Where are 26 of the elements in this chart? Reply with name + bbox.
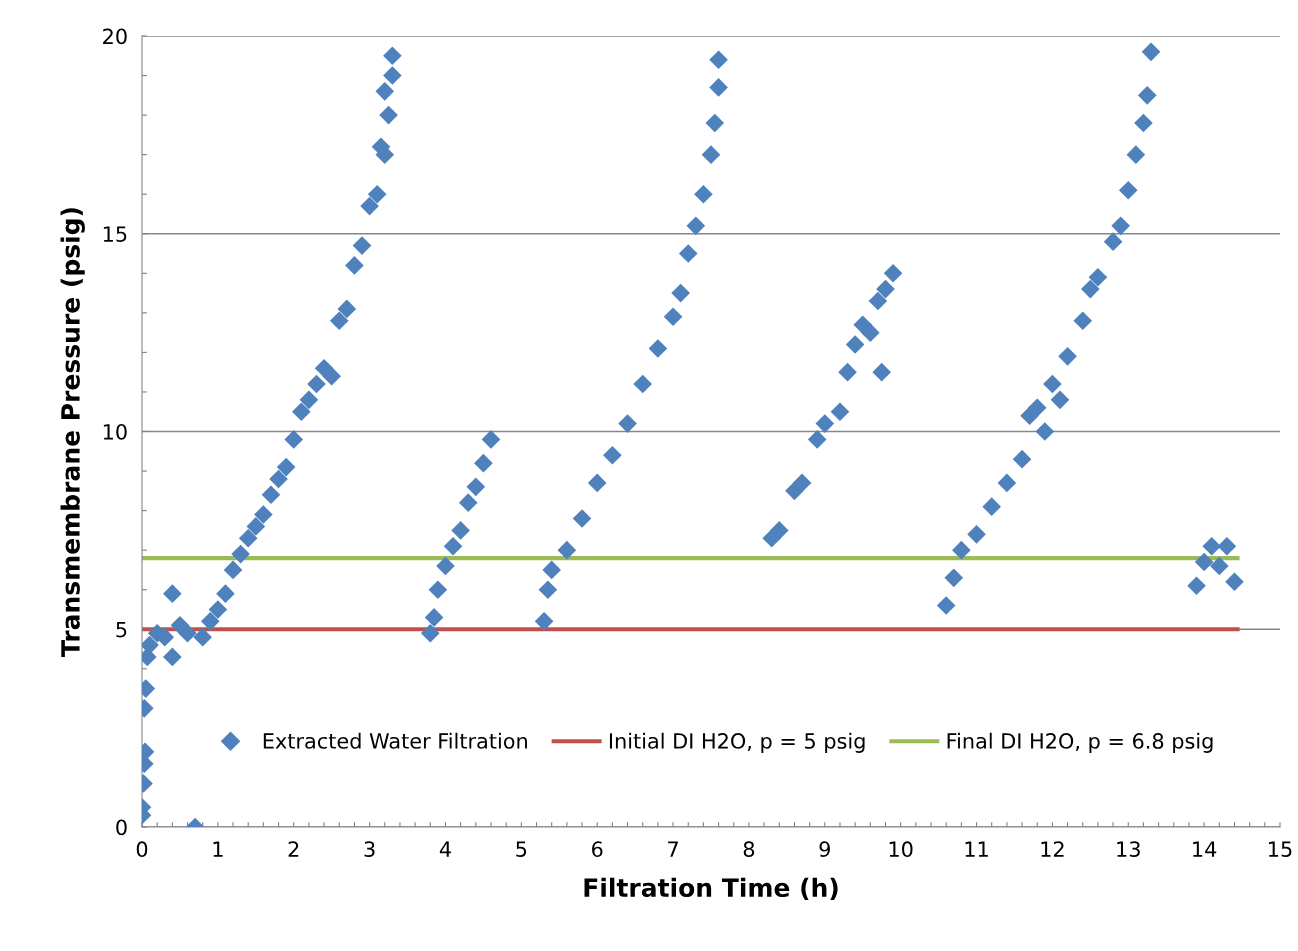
x-tick-label: 12 [1041,841,1064,857]
y-tick-label: 20 [103,28,127,45]
x-tick-label: 1 [213,841,223,857]
y-tick-label: 0 [116,819,127,836]
x-tick-label: 13 [1117,841,1140,858]
x-tick-label: 3 [364,841,375,858]
y-tick-label: 15 [103,226,127,242]
x-tick-label: 15 [1269,841,1292,858]
legend-label: Extracted Water Filtration [263,732,527,749]
x-tick-label: 2 [288,841,299,857]
x-tick-label: 9 [819,841,830,858]
x-tick-label: 8 [743,841,755,858]
legend-label: Initial DI H2O, p = 5 psig [609,732,865,753]
legend-label: Final DI H2O, p = 6.8 psig [947,732,1213,753]
y-tick-label: 5 [116,621,127,638]
y-axis-title: Transmembrane Pressure (psig) [60,208,85,657]
x-tick-label: 6 [592,841,603,858]
x-tick-label: 5 [516,841,527,858]
x-tick-label: 11 [965,841,988,857]
x-tick-label: 4 [439,841,451,857]
x-tick-label: 14 [1193,841,1217,857]
x-tick-label: 0 [136,841,148,858]
x-tick-label: 7 [668,841,678,857]
x-tick-label: 10 [889,841,913,858]
x-axis-title: Filtration Time (h) [584,877,838,901]
y-tick-label: 10 [103,423,127,440]
